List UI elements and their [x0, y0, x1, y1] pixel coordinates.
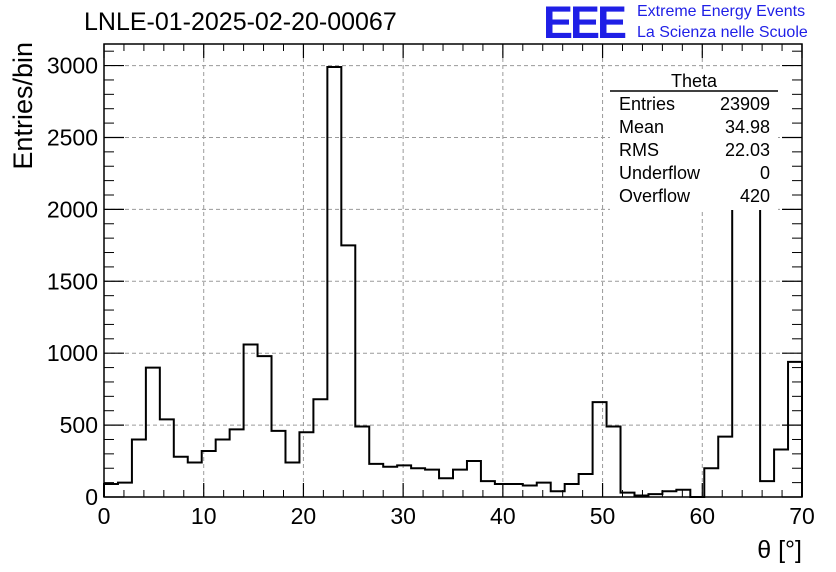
plot-frame [103, 43, 803, 498]
axis-ticks [103, 44, 803, 498]
stats-box: Theta Entries 23909 Mean 34.98 RMS 22.03 Under… [610, 70, 778, 210]
stats-row-label: RMS [619, 140, 659, 160]
y-tick-label: 2000 [47, 196, 98, 222]
x-tick-label: 70 [789, 503, 815, 529]
stats-row-value: 34.98 [725, 117, 770, 137]
y-axis-label: Entries/bin [8, 42, 38, 170]
x-tick-label: 30 [390, 503, 416, 529]
x-tick-label: 60 [689, 503, 715, 529]
y-tick-label: 0 [85, 484, 98, 510]
x-tick-label: 40 [490, 503, 516, 529]
stats-title: Theta [671, 71, 718, 91]
x-tick-label: 0 [98, 503, 111, 529]
stats-row-label: Overflow [619, 186, 691, 206]
stats-row-value: 22.03 [725, 140, 770, 160]
logo-caption-line1: Extreme Energy Events [637, 3, 806, 20]
y-tick-label: 1000 [47, 340, 98, 366]
x-tick-label: 20 [291, 503, 317, 529]
stats-rows: Entries 23909 Mean 34.98 RMS 22.03 Underflow 0 O… [619, 94, 770, 206]
histogram-line [103, 66, 803, 498]
logo-caption-line2: La Scienza nelle Scuole [637, 24, 808, 41]
stats-row-label: Underflow [619, 163, 701, 183]
plot-title: LNLE-01-2025-02-20-00067 [84, 8, 397, 36]
stats-row-label: Mean [619, 117, 664, 137]
stats-background [610, 70, 778, 210]
stats-row-value: 420 [740, 186, 770, 206]
y-tick-label: 3000 [47, 53, 98, 79]
stats-row-label: Entries [619, 94, 675, 114]
y-tick-label: 500 [60, 412, 98, 438]
stats-row-value: 23909 [720, 94, 770, 114]
y-tick-labels: 0 500 1000 1500 2000 2500 3000 [47, 53, 98, 510]
y-tick-label: 1500 [47, 268, 98, 294]
x-axis-label: θ [°] [757, 536, 802, 564]
stats-row-value: 0 [760, 163, 770, 183]
y-tick-label: 2500 [47, 124, 98, 150]
x-tick-label: 10 [191, 503, 217, 529]
x-tick-label: 50 [590, 503, 616, 529]
x-tick-labels: 0 10 20 30 40 50 60 70 [98, 503, 815, 529]
eee-logo: EEE [543, 0, 627, 48]
